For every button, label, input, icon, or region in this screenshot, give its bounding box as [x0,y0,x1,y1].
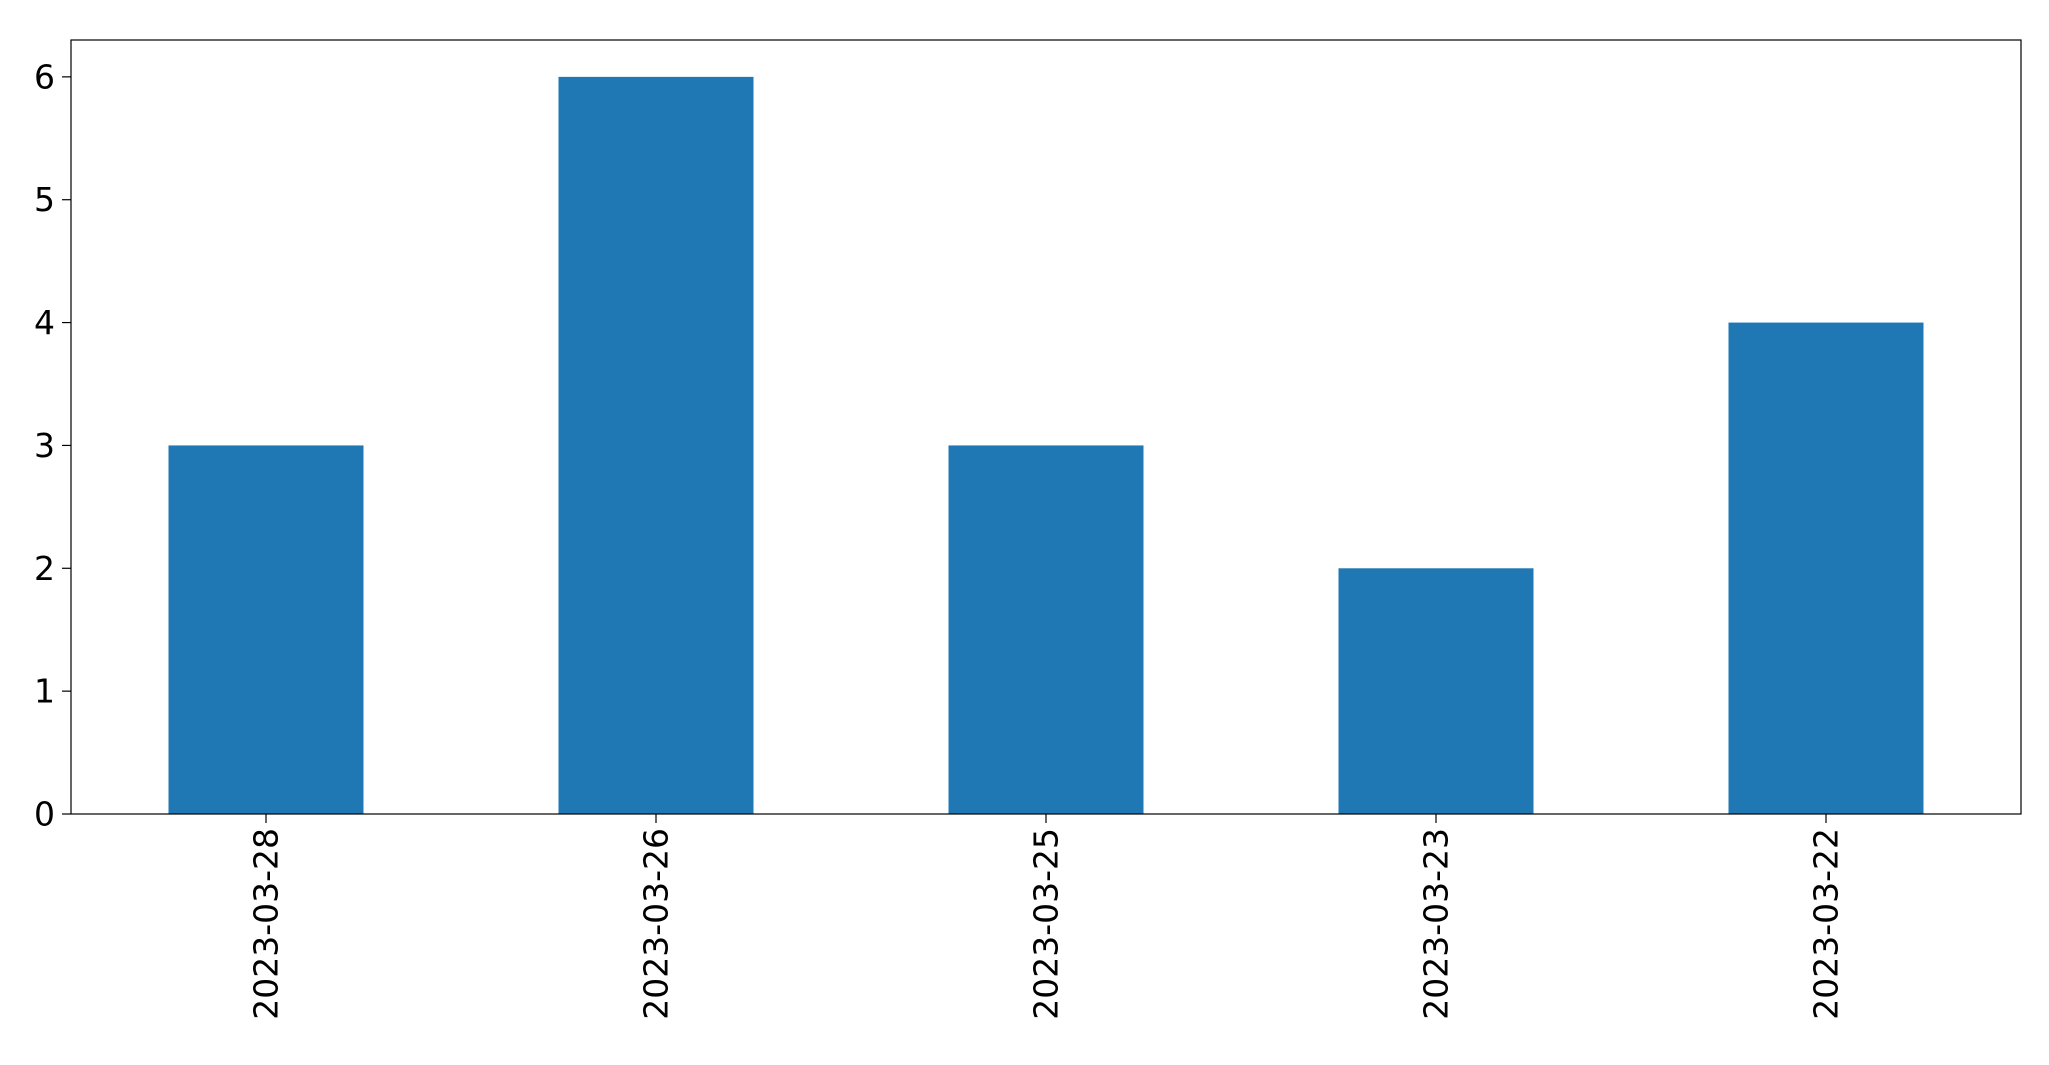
x-tick-label: 2023-03-23 [1417,828,1456,1020]
y-tick-label: 2 [34,549,55,588]
bar-2023-03-25 [948,445,1144,814]
bars-layer [168,76,1924,815]
x-tick-label: 2023-03-28 [247,828,286,1020]
x-tick-label: 2023-03-25 [1027,828,1066,1020]
bar-2023-03-26 [558,76,754,815]
y-tick-label: 0 [34,795,55,834]
bar-2023-03-23 [1338,568,1534,814]
plot-frame [70,39,2022,815]
bar-2023-03-28 [168,445,364,814]
y-tick-label: 5 [34,180,55,219]
bar-2023-03-22 [1728,322,1924,814]
y-tick-label: 1 [34,672,55,711]
x-tick-label: 2023-03-26 [637,828,676,1020]
x-tick-label: 2023-03-22 [1807,828,1846,1020]
x-axis: 2023-03-28 2023-03-26 2023-03-25 2023-03-23… [247,814,1846,1020]
y-tick-label: 6 [34,57,55,96]
y-tick-label: 3 [34,426,55,465]
y-tick-label: 4 [34,303,55,342]
y-axis: 0 1 2 3 4 5 6 [34,57,71,834]
